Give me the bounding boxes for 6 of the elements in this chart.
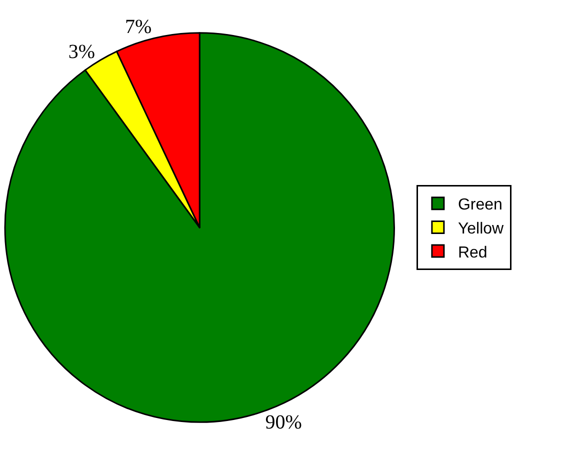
legend-label: Yellow bbox=[458, 220, 504, 238]
data-label: 3% bbox=[68, 40, 96, 63]
legend-label: Green bbox=[458, 196, 502, 214]
data-label: 90% bbox=[265, 412, 302, 434]
legend-label: Red bbox=[458, 244, 488, 262]
data-label: 7% bbox=[124, 16, 152, 38]
